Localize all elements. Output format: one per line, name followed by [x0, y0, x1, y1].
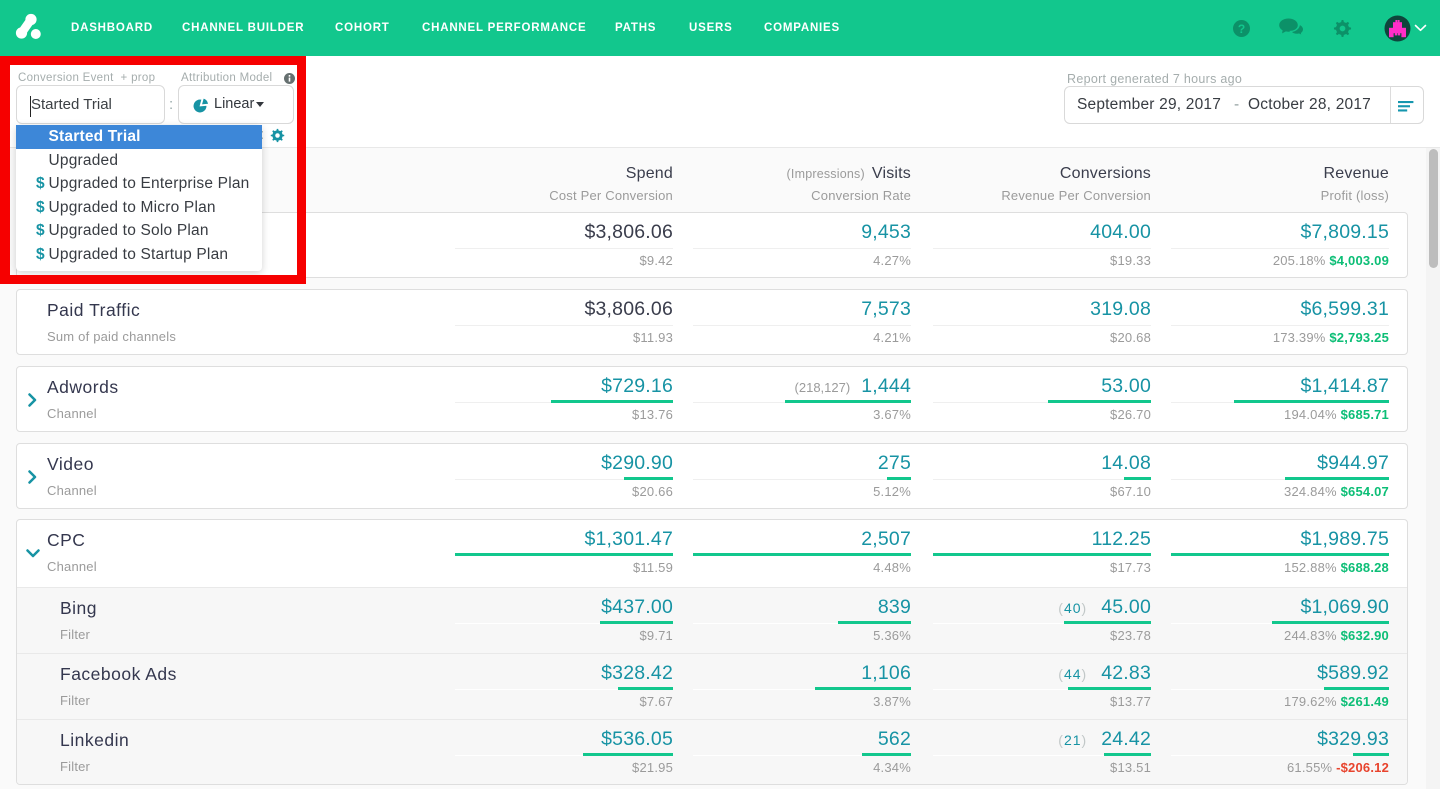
svg-text:?: ?	[1238, 21, 1245, 35]
